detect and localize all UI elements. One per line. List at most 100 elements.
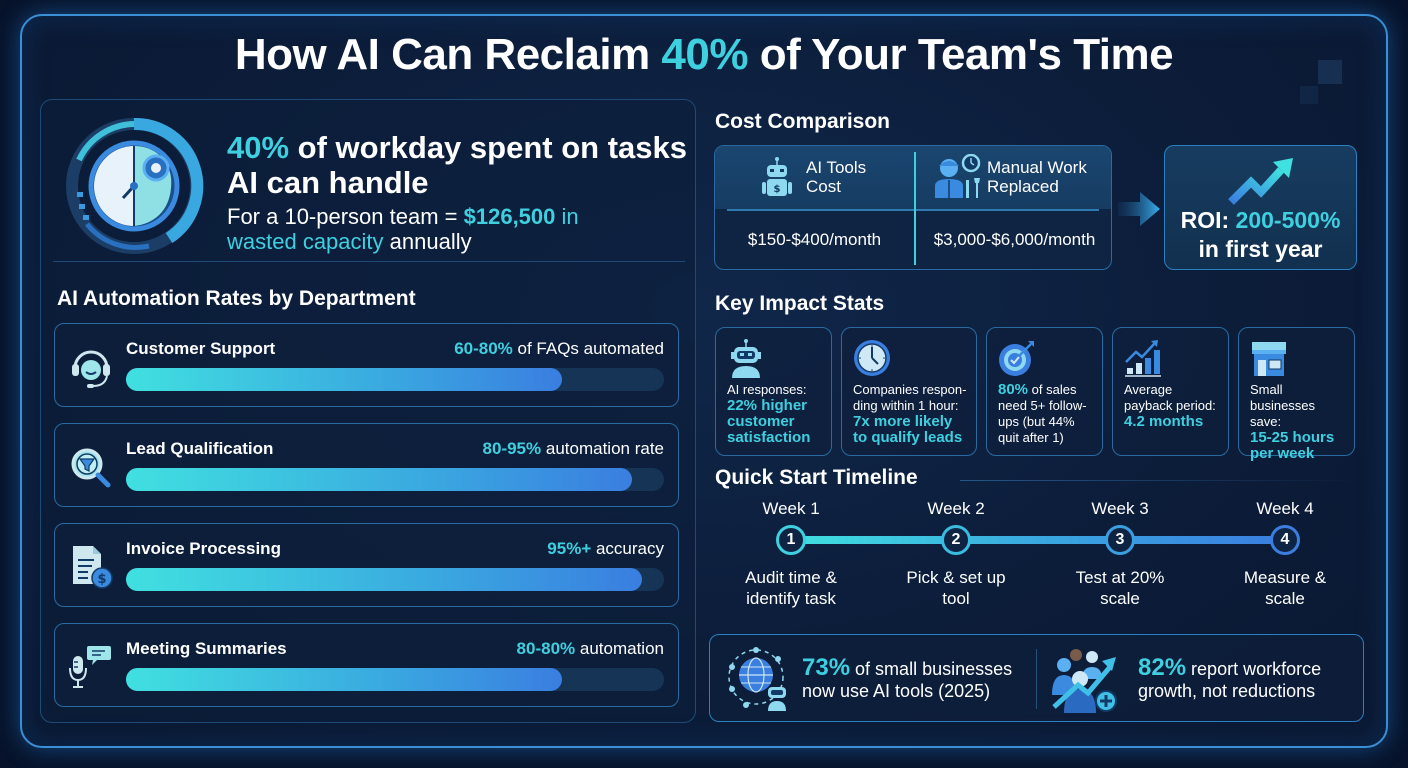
cost-col2-value: $3,000-$6,000/month — [933, 230, 1096, 249]
dept-rate-text: of FAQs automated — [512, 339, 664, 358]
hero-subtext: For a 10-person team = $126,500 in wasted… — [227, 204, 657, 254]
impact-lead: Small businesses save: — [1250, 382, 1316, 429]
roi-highlight: 200-500% — [1235, 207, 1341, 233]
divider — [1036, 649, 1037, 709]
timeline-step-3: Week 3 3 Test at 20% scale — [1040, 499, 1200, 609]
divider — [914, 152, 916, 265]
dept-card-invoice-processing: $ Invoice Processing 95%+ accuracy — [54, 523, 679, 607]
decorative-square — [1318, 60, 1342, 84]
timeline-node: 3 — [1105, 525, 1135, 555]
impact-rest: of sales need 5+ follow-ups (but 44% qui… — [998, 382, 1087, 445]
roi-prefix: ROI: — [1180, 207, 1236, 233]
bottom-right-highlight: 82% — [1138, 654, 1187, 681]
robot-icon — [731, 339, 761, 378]
dept-name: Meeting Summaries — [126, 639, 287, 658]
dept-card-customer-support: Customer Support 60-80% of FAQs automate… — [54, 323, 679, 407]
bottom-left-line1: of small businesses — [850, 659, 1013, 679]
dept-rate-text: automation rate — [541, 439, 664, 458]
impact-card: 80% of sales need 5+ follow-ups (but 44%… — [986, 327, 1103, 456]
bottom-right-line1: report workforce — [1186, 659, 1322, 679]
team-growth-plus-icon — [1052, 649, 1117, 713]
decorative-square — [1300, 86, 1318, 104]
progress-bar-fill — [126, 368, 562, 391]
impact-card: Companies respon-ding within 1 hour: 7x m… — [841, 327, 977, 456]
cost-title: Cost Comparison — [715, 110, 891, 133]
timeline-desc-line1: Audit time & — [745, 568, 837, 587]
dept-rate: 80-95% automation rate — [483, 439, 664, 459]
cost-col2-label-line1: Manual Work — [987, 158, 1087, 177]
trend-up-arrow-icon — [1228, 158, 1293, 205]
title-highlight: 40% — [661, 30, 748, 79]
hero-sub-cyan: wasted capacity — [227, 229, 384, 254]
timeline-week: Week 2 — [927, 499, 985, 518]
svg-text:$: $ — [97, 572, 106, 587]
dept-rate-highlight: 80-95% — [482, 439, 542, 458]
dept-rate: 95%+ accuracy — [547, 539, 664, 559]
dept-rate-text: accuracy — [591, 539, 664, 558]
roi-suffix: in first year — [1198, 236, 1323, 262]
target-icon — [999, 341, 1034, 376]
progress-bar — [126, 568, 664, 591]
dept-rate: 80-80% automation — [517, 639, 664, 659]
funnel-magnifier-icon — [71, 448, 111, 488]
impact-lead: AI responses: — [727, 382, 807, 397]
impact-text: Average payback period: 4.2 months — [1124, 382, 1222, 430]
cost-col1-label-line2: Cost — [806, 177, 841, 196]
bottom-stats-box: 73% of small businesses now use AI tools … — [709, 634, 1364, 722]
cost-col1-value: $150-$400/month — [747, 230, 882, 249]
dept-name: Lead Qualification — [126, 439, 274, 458]
worker-tools-clock-icon — [935, 154, 981, 198]
bar-chart-growth-icon — [1125, 340, 1161, 377]
hero-sub-in: in — [555, 204, 579, 229]
impact-card: Small businesses save: 15-25 hours per we… — [1238, 327, 1355, 462]
dept-card-lead-qualification: Lead Qualification 80-95% automation rat… — [54, 423, 679, 507]
impact-card: AI responses: 22% higher customer satisfa… — [715, 327, 832, 456]
progress-bar-fill — [126, 568, 643, 591]
timeline-desc-line1: Pick & set up — [906, 568, 1006, 587]
clock-icon — [854, 340, 890, 376]
cost-table-header — [715, 146, 1111, 209]
svg-text:$: $ — [774, 184, 781, 195]
dept-rate: 60-80% of FAQs automated — [454, 339, 664, 359]
bottom-stat-left: 73% of small businesses now use AI tools … — [802, 656, 1013, 702]
impact-highlight: 4.2 months — [1124, 413, 1204, 430]
dept-rate-text: automation — [575, 639, 664, 658]
hero-sub-amount: $126,500 — [463, 204, 556, 229]
departments-title: AI Automation Rates by Department — [57, 287, 416, 310]
dept-card-meeting-summaries: Meeting Summaries 80-80% automation — [54, 623, 679, 707]
dept-name: Invoice Processing — [126, 539, 281, 558]
right-arrow-icon — [1118, 192, 1160, 226]
dept-name: Customer Support — [126, 339, 276, 358]
dept-rate-highlight: 80-80% — [516, 639, 576, 658]
page-title: How AI Can Reclaim 40% of Your Team's Ti… — [0, 30, 1408, 80]
timeline-desc-line1: Measure & — [1243, 568, 1327, 587]
impact-card: Average payback period: 4.2 months — [1112, 327, 1229, 456]
bottom-left-line2: now use AI tools (2025) — [802, 681, 991, 701]
timeline-desc: Audit time & identify task — [711, 567, 871, 609]
robot-dollar-icon: $ — [762, 157, 792, 196]
timeline-node: 1 — [776, 525, 806, 555]
hero-section: 40% of workday spent on tasks AI can han… — [53, 112, 687, 262]
timeline-desc: Pick & set up tool — [876, 567, 1036, 609]
divider — [727, 209, 1099, 211]
invoice-dollar-icon: $ — [73, 546, 113, 589]
timeline-desc-line1: Test at 20% — [1075, 568, 1165, 587]
progress-bar — [126, 668, 664, 691]
timeline-week: Week 1 — [762, 499, 820, 518]
progress-bar-fill — [126, 468, 632, 491]
timeline-step-1: Week 1 1 Audit time & identify task — [711, 499, 871, 609]
timeline-desc-line2: scale — [1100, 589, 1140, 608]
hero-sub-suffix: annually — [383, 229, 472, 254]
timeline-step-4: Week 4 4 Measure & scale — [1205, 499, 1365, 609]
roi-text: ROI: 200-500% in first year — [1165, 206, 1356, 264]
impact-highlight: 80% — [998, 381, 1029, 398]
impact-lead: Average payback period: — [1124, 382, 1216, 413]
timeline-node: 4 — [1270, 525, 1300, 555]
hero-sub-prefix: For a 10-person team = — [227, 204, 464, 229]
progress-bar — [126, 468, 664, 491]
timeline-desc-line2: identify task — [746, 589, 836, 608]
clock-brain-gear-icon — [66, 117, 204, 254]
timeline-node: 2 — [941, 525, 971, 555]
timeline-track — [790, 536, 1286, 544]
timeline-week: Week 3 — [1091, 499, 1149, 518]
